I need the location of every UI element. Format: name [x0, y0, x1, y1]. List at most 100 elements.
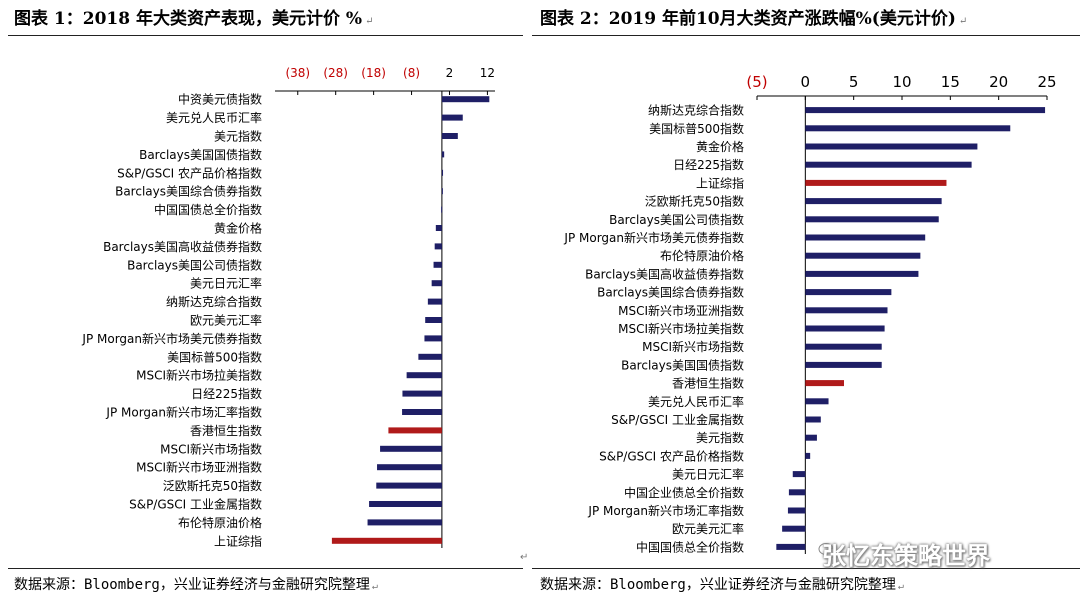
right-category-label-0: 纳斯达克综合指数 — [648, 103, 744, 118]
left-category-label-17: JP Morgan新兴市场汇率指数 — [105, 405, 262, 420]
left-title-rule — [8, 35, 523, 36]
left-bar-18 — [388, 427, 442, 434]
left-bar-24 — [331, 537, 442, 544]
left-tick-label-3: (8) — [403, 66, 420, 80]
right-bar-24 — [776, 543, 806, 550]
left-bar-20 — [377, 464, 442, 471]
left-tick-label-2: (18) — [361, 66, 386, 80]
right-category-label-14: Barclays美国国债指数 — [621, 357, 744, 372]
right-bar-6 — [805, 216, 939, 223]
right-category-label-13: MSCI新兴市场指数 — [642, 339, 744, 354]
left-bar-21 — [376, 482, 442, 489]
right-bar-14 — [805, 361, 882, 368]
right-category-label-22: JP Morgan新兴市场汇率指数 — [587, 503, 744, 518]
left-bar-16 — [402, 390, 442, 397]
left-category-label-0: 中资美元债指数 — [178, 92, 262, 107]
left-bar-11 — [427, 298, 442, 305]
right-bar-17 — [805, 416, 821, 423]
left-bar-17 — [402, 409, 442, 415]
right-bar-3 — [805, 161, 972, 168]
right-bar-11 — [805, 307, 888, 314]
right-bar-12 — [805, 325, 885, 332]
right-category-label-7: JP Morgan新兴市场美元债券指数 — [563, 230, 744, 245]
right-bar-5 — [805, 198, 942, 205]
right-bar-23 — [782, 525, 806, 532]
right-bar-19 — [805, 452, 811, 459]
right-category-label-19: S&P/GSCI 农产品价格指数 — [599, 448, 744, 463]
left-category-label-12: 欧元美元汇率 — [190, 313, 262, 328]
left-bar-9 — [433, 261, 442, 268]
right-bar-15 — [805, 380, 844, 387]
right-footer-rule — [532, 568, 1080, 569]
left-source-note: 数据来源：Bloomberg，兴业证券经济与金融研究院整理 ↵ — [14, 577, 378, 593]
left-bar-6 — [441, 206, 443, 213]
left-bar-2 — [441, 133, 458, 139]
right-category-label-2: 黄金价格 — [696, 139, 744, 154]
right-bar-13 — [805, 343, 882, 350]
right-tick-label-1: 0 — [801, 73, 811, 91]
right-tick-label-6: 25 — [1037, 73, 1056, 91]
right-bar-1 — [805, 125, 1011, 132]
left-footer-rule — [8, 568, 523, 569]
left-bar-10 — [431, 280, 442, 287]
left-category-label-4: S&P/GSCI 农产品价格指数 — [117, 165, 262, 180]
right-category-label-6: Barclays美国公司债指数 — [609, 212, 744, 227]
right-category-label-11: MSCI新兴市场亚洲指数 — [618, 303, 744, 318]
right-bar-8 — [805, 252, 921, 259]
right-category-label-5: 泛欧斯托克50指数 — [645, 194, 744, 209]
right-category-label-17: S&P/GSCI 工业金属指数 — [611, 412, 744, 427]
left-bar-13 — [424, 335, 442, 342]
right-bar-4 — [805, 179, 947, 186]
wechat-icon — [818, 543, 838, 558]
left-tick-label-0: (38) — [285, 66, 310, 80]
right-bar-18 — [805, 434, 817, 441]
right-category-label-16: 美元兑人民币汇率 — [648, 394, 744, 409]
right-tick-label-5: 20 — [989, 73, 1008, 91]
right-category-label-8: 布伦特原油价格 — [660, 248, 744, 263]
right-bar-10 — [805, 289, 892, 296]
right-bar-21 — [788, 489, 806, 496]
left-category-label-1: 美元兑人民币汇率 — [166, 110, 262, 125]
left-bar-4 — [441, 169, 444, 176]
right-bar-9 — [805, 270, 919, 277]
right-category-label-20: 美元日元汇率 — [672, 467, 744, 482]
left-bar-22 — [369, 501, 442, 507]
left-bar-5 — [441, 188, 443, 195]
left-category-label-9: Barclays美国公司债指数 — [127, 257, 262, 272]
left-category-label-6: 中国国债总全价指数 — [154, 202, 262, 217]
left-category-label-15: MSCI新兴市场拉美指数 — [136, 368, 262, 383]
left-bar-7 — [435, 225, 442, 231]
left-category-label-22: S&P/GSCI 工业金属指数 — [129, 497, 262, 512]
left-tick-label-4: 2 — [446, 66, 454, 80]
left-category-label-2: 美元指数 — [214, 129, 262, 144]
right-category-label-1: 美国标普500指数 — [649, 121, 744, 136]
left-chart-title: 图表 1：2018 年大类资产表现，美元计价 % ↵ — [14, 9, 374, 29]
right-bar-2 — [805, 143, 978, 150]
right-bar-20 — [792, 471, 806, 478]
left-category-label-16: 日经225指数 — [191, 386, 262, 401]
right-tick-label-4: 15 — [941, 73, 960, 91]
left-category-label-11: 纳斯达克综合指数 — [166, 294, 262, 309]
right-title-rule — [532, 35, 1080, 36]
watermark-text: 张忆东策略世界 — [822, 542, 990, 570]
left-category-label-10: 美元日元汇率 — [190, 276, 262, 291]
right-category-label-21: 中国企业债总全价指数 — [624, 485, 744, 500]
left-category-label-20: MSCI新兴市场亚洲指数 — [136, 460, 262, 475]
right-category-label-24: 中国国债总全价指数 — [636, 539, 744, 554]
left-category-label-21: 泛欧斯托克50指数 — [163, 478, 262, 493]
left-bar-19 — [380, 445, 442, 452]
right-chart-title: 图表 2：2019 年前10月大类资产涨跌幅%(美元计价) ↵ — [540, 9, 968, 29]
left-category-label-23: 布伦特原油价格 — [178, 515, 262, 530]
right-category-label-18: 美元指数 — [696, 430, 744, 445]
right-tick-label-2: 5 — [849, 73, 859, 91]
right-category-label-10: Barclays美国综合债券指数 — [597, 285, 744, 300]
right-category-label-3: 日经225指数 — [673, 157, 744, 172]
left-category-label-7: 黄金价格 — [214, 221, 262, 236]
right-tick-label-3: 10 — [892, 73, 911, 91]
left-bar-1 — [441, 114, 463, 121]
left-bar-14 — [418, 353, 442, 360]
right-bar-7 — [805, 234, 926, 241]
left-chart-end-mark: ↵ — [520, 552, 529, 563]
left-category-label-8: Barclays美国高收益债券指数 — [103, 239, 262, 254]
